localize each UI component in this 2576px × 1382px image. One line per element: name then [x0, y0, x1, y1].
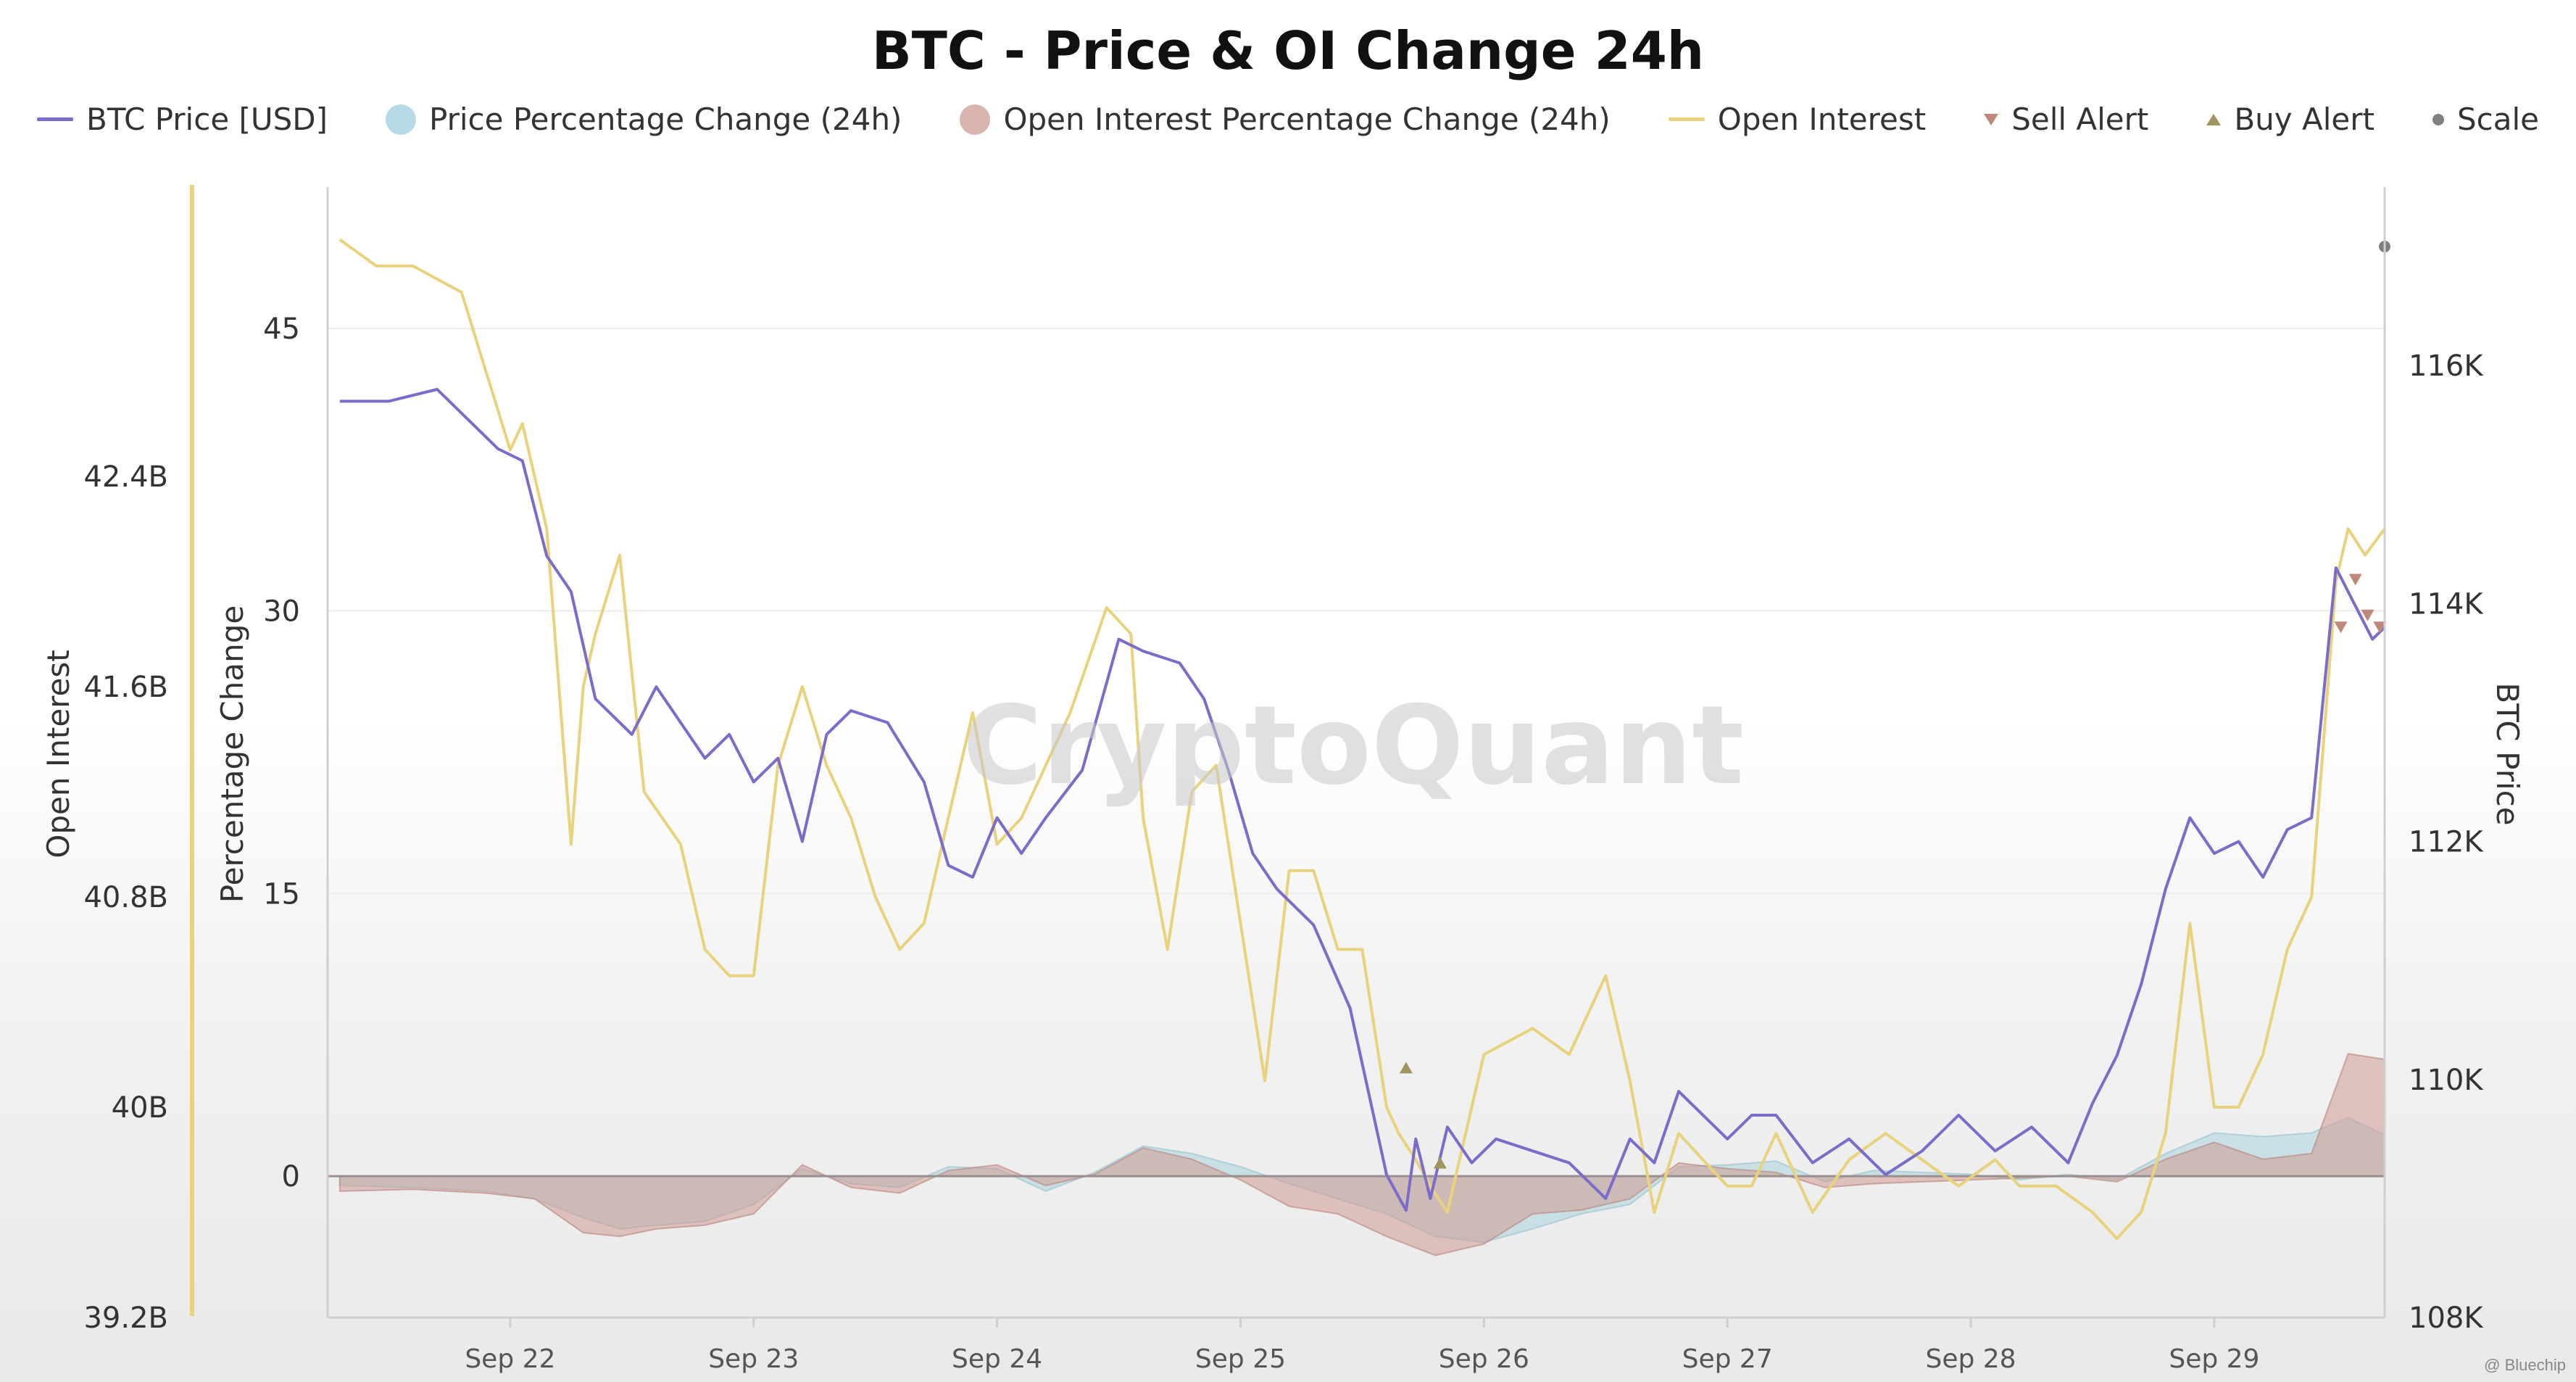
triangle-up-icon [2206, 113, 2222, 125]
y-tick-btc-price: 108K [2409, 1302, 2484, 1335]
area-series [328, 1053, 2385, 1257]
x-tick-label: Sep 22 [465, 1344, 555, 1374]
dot-icon [2432, 113, 2444, 125]
y-tick-percentage: 15 [263, 877, 300, 911]
alert-markers [1399, 241, 2390, 1169]
x-tick-label: Sep 25 [1195, 1344, 1286, 1374]
x-tick-label: Sep 24 [952, 1344, 1042, 1374]
y-tick-btc-price: 110K [2409, 1064, 2484, 1097]
y-axis-label-percentage: Percentage Change [215, 605, 250, 903]
legend-label: Price Percentage Change (24h) [429, 102, 902, 137]
legend-swatch-dot [960, 104, 991, 135]
y-tick-btc-price: 112K [2409, 826, 2484, 859]
chart-legend: BTC Price [USD] Price Percentage Change … [0, 102, 2576, 137]
legend-swatch-dot [386, 104, 417, 135]
legend-item-open-interest[interactable]: Open Interest [1668, 102, 1927, 137]
credit-label: @ Bluechip [2484, 1356, 2566, 1374]
sell-alert-marker [2334, 621, 2348, 634]
x-tick-label: Sep 28 [1925, 1344, 2016, 1374]
watermark: CryptoQuant [963, 683, 1744, 809]
sell-alert-marker [2373, 621, 2387, 634]
buy-alert-marker [1433, 1157, 1447, 1169]
series-area-open-interest-percentage-change-24h- [338, 1053, 2385, 1257]
y-tick-percentage: 45 [263, 313, 300, 346]
x-tick-label: Sep 26 [1439, 1344, 1529, 1374]
y-tick-btc-price: 116K [2409, 349, 2484, 383]
x-tick-label: Sep 23 [708, 1344, 799, 1374]
legend-label: Buy Alert [2234, 102, 2375, 137]
triangle-down-icon [1984, 113, 1999, 125]
legend-item-sell-alert[interactable]: Sell Alert [1984, 102, 2148, 137]
series-line-btc-price [339, 388, 2386, 1212]
legend-item-scale[interactable]: Scale [2432, 102, 2539, 137]
legend-item-buy-alert[interactable]: Buy Alert [2206, 102, 2375, 137]
sell-alert-marker [2361, 609, 2375, 621]
y-tick-percentage: 30 [263, 595, 300, 629]
legend-swatch-line [1668, 117, 1705, 121]
legend-label: BTC Price [USD] [86, 102, 328, 137]
y-axis-label-open-interest: Open Interest [41, 650, 76, 858]
legend-label: Open Interest [1717, 102, 1927, 137]
legend-item-oi-pct-change[interactable]: Open Interest Percentage Change (24h) [960, 102, 1611, 137]
y-tick-open-interest: 39.2B [83, 1302, 168, 1335]
x-tick-label: Sep 29 [2169, 1344, 2259, 1374]
y-axis-label-btc-price: BTC Price [2490, 682, 2525, 825]
y-tick-open-interest: 40B [112, 1091, 168, 1125]
legend-label: Scale [2456, 102, 2539, 137]
legend-label: Sell Alert [2011, 102, 2149, 137]
line-series [338, 238, 2386, 1241]
sell-alert-marker [2348, 574, 2362, 586]
series-line-open-interest [338, 238, 2386, 1241]
y-tick-open-interest: 40.8B [83, 881, 168, 914]
legend-swatch-line [37, 117, 74, 121]
axes: 45 30 15 0 42.4B 41.6B 40.8B 40B 39.2B 116K 114K 11… [83, 185, 2484, 1374]
y-tick-btc-price: 114K [2409, 587, 2484, 621]
y-tick-open-interest: 41.6B [83, 671, 168, 704]
chart-title: BTC - Price & OI Change 24h [871, 20, 1705, 81]
legend-item-btc-price[interactable]: BTC Price [USD] [37, 102, 328, 137]
y-tick-percentage: 0 [282, 1160, 300, 1193]
x-tick-label: Sep 27 [1682, 1344, 1773, 1374]
y-tick-open-interest: 42.4B [83, 460, 168, 494]
buy-alert-marker [1399, 1062, 1413, 1074]
legend-label: Open Interest Percentage Change (24h) [1003, 102, 1611, 137]
legend-item-price-pct-change[interactable]: Price Percentage Change (24h) [386, 102, 902, 137]
